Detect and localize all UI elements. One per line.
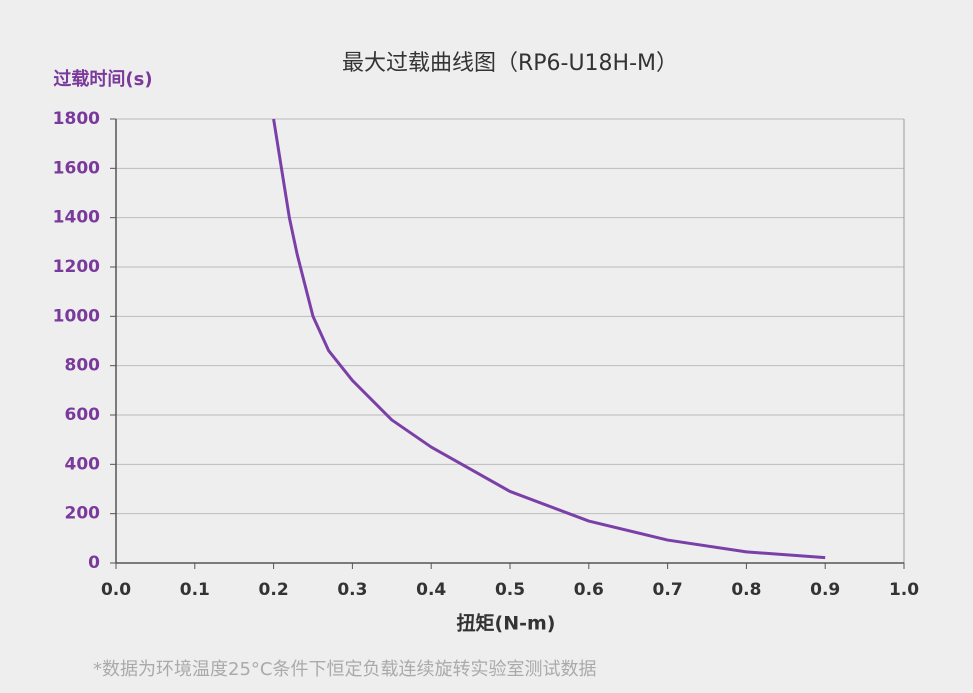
x-tick-label: 0.1 — [180, 580, 210, 600]
x-tick-label: 0.7 — [653, 580, 683, 600]
footnote: *数据为环境温度25°C条件下恒定负载连续旋转实验室测试数据 — [93, 659, 596, 680]
y-tick-label: 0 — [88, 553, 100, 573]
y-tick-label: 200 — [65, 504, 101, 524]
x-tick-label: 0.3 — [337, 580, 367, 600]
y-tick-label: 400 — [65, 454, 101, 474]
y-tick-label: 1400 — [53, 208, 100, 228]
y-tick-label: 800 — [65, 356, 101, 376]
x-tick-label: 0.9 — [810, 580, 840, 600]
y-tick-label: 1600 — [53, 158, 100, 178]
curve — [272, 118, 826, 560]
y-tick-label: 600 — [65, 405, 101, 425]
y-axis-label: 过载时间(s) — [53, 68, 152, 90]
x-tick-label: 0.6 — [574, 580, 604, 600]
x-tick-label: 0.8 — [731, 580, 761, 600]
y-tick-label: 1800 — [53, 109, 100, 129]
x-tick-label: 0.4 — [416, 580, 446, 600]
y-tick-label: 1000 — [53, 306, 100, 326]
x-tick-label: 0.2 — [259, 580, 289, 600]
x-axis-label: 扭矩(N-m) — [457, 612, 556, 635]
x-tick-label: 1.0 — [889, 580, 919, 600]
y-tick-label: 1200 — [53, 257, 100, 277]
x-tick-label: 0.0 — [101, 580, 131, 600]
chart-title: 最大过载曲线图（RP6-U18H-M） — [342, 51, 678, 76]
x-tick-label: 0.5 — [495, 580, 525, 600]
